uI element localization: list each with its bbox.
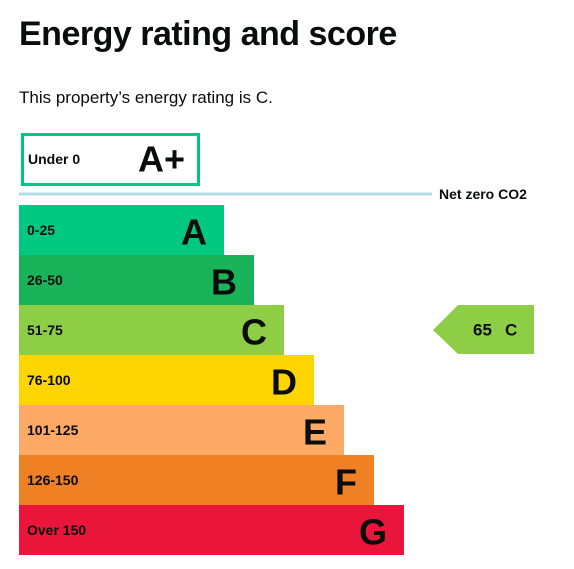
- band-range: 26-50: [27, 272, 63, 288]
- band-bar: [19, 455, 374, 505]
- band-letter: D: [271, 362, 297, 403]
- current-score: 65: [473, 321, 492, 340]
- page-title: Energy rating and score: [19, 15, 397, 53]
- band-range: 101-125: [27, 422, 79, 438]
- band-letter: A: [181, 212, 207, 253]
- current-rating-arrow: [433, 305, 534, 354]
- band-bar: [19, 255, 254, 305]
- band-range: Over 150: [27, 522, 86, 538]
- net-zero-label: Net zero CO2: [439, 186, 527, 202]
- band-bar: [19, 205, 224, 255]
- top-band-letter: A+: [138, 139, 185, 180]
- band-letter: B: [211, 262, 237, 303]
- band-letter: C: [241, 312, 267, 353]
- band-letter: F: [335, 462, 357, 503]
- band-letter: E: [303, 412, 327, 453]
- band-range: 76-100: [27, 372, 71, 388]
- top-band-box: [21, 133, 200, 186]
- band-bar: [19, 355, 314, 405]
- band-range: 126-150: [27, 472, 79, 488]
- current-letter: C: [505, 321, 517, 340]
- band-range: 51-75: [27, 322, 63, 338]
- band-bar: [19, 405, 344, 455]
- band-letter: G: [359, 512, 387, 553]
- top-band-range: Under 0: [28, 151, 80, 167]
- intro-text: This property’s energy rating is C.: [19, 88, 273, 107]
- band-bar: [19, 505, 404, 555]
- band-range: 0-25: [27, 222, 55, 238]
- band-bar: [19, 305, 284, 355]
